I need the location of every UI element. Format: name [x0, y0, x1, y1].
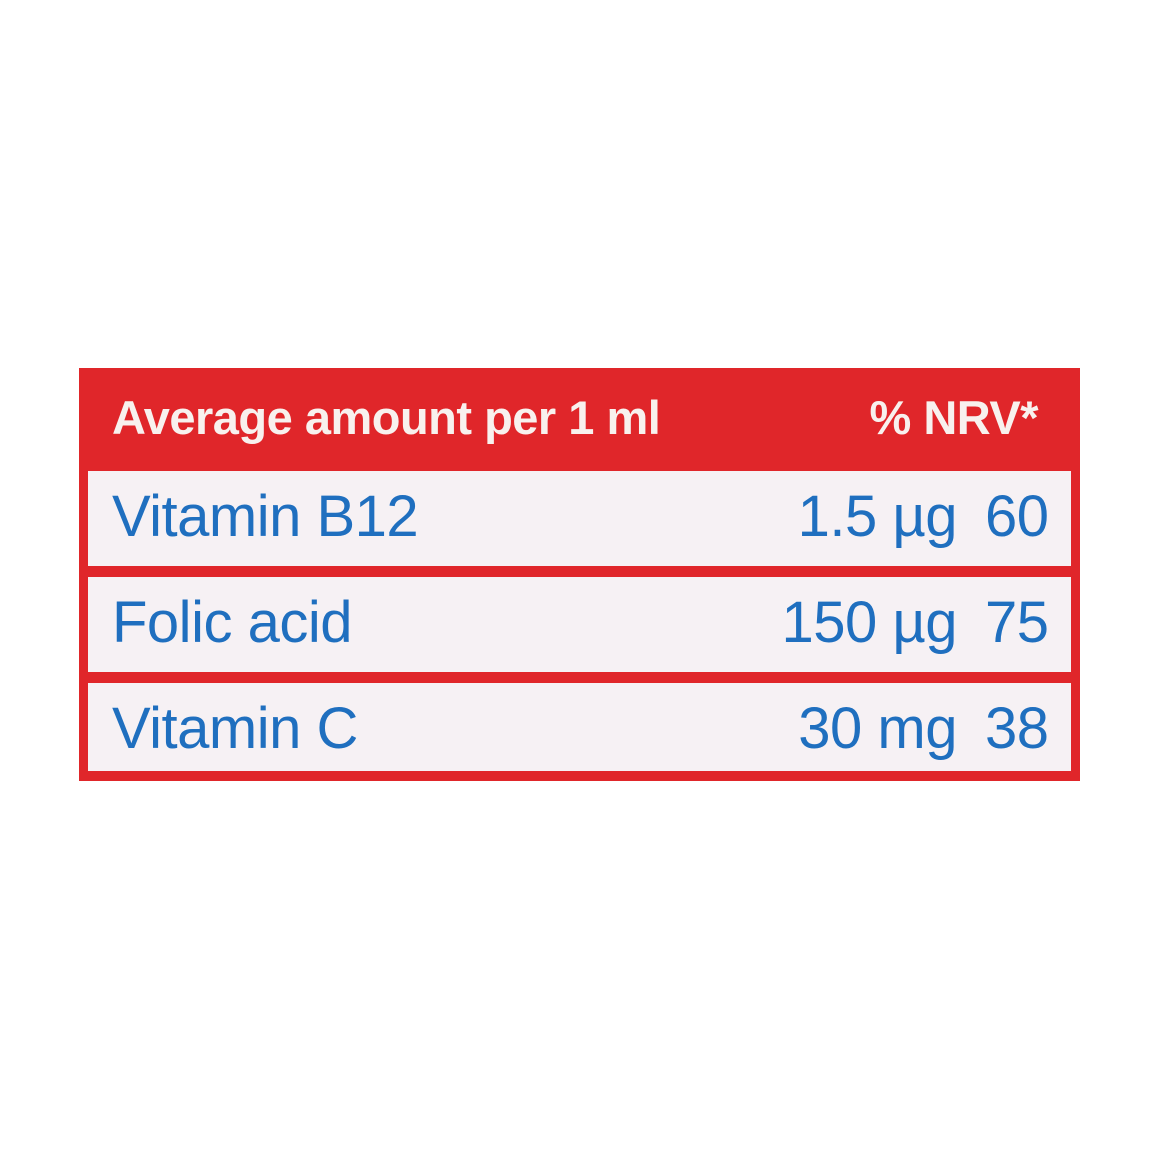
table-row: Vitamin B12 1.5 µg 60 — [88, 471, 1071, 566]
header-row: Average amount per 1 ml % NRV* — [79, 368, 1080, 468]
nutrient-name: Folic acid — [112, 590, 352, 655]
nutrient-amount: 150 µg — [781, 590, 957, 655]
nutrient-nrv: 60 — [985, 484, 1049, 549]
table-row: Vitamin C 30 mg 38 — [88, 683, 1071, 771]
nutrient-name: Vitamin C — [112, 696, 358, 761]
nutrient-nrv: 38 — [985, 696, 1049, 761]
nutrient-nrv: 75 — [985, 590, 1049, 655]
header-nrv: % NRV* — [869, 391, 1038, 444]
nutrient-name: Vitamin B12 — [112, 484, 419, 549]
table-row: Folic acid 150 µg 75 — [88, 577, 1071, 672]
nutrient-amount: 30 mg — [798, 696, 957, 761]
nutrition-label-panel: Average amount per 1 ml % NRV* Vitamin B… — [79, 368, 1080, 781]
header-title: Average amount per 1 ml — [112, 391, 661, 444]
nutrient-amount: 1.5 µg — [797, 484, 958, 549]
